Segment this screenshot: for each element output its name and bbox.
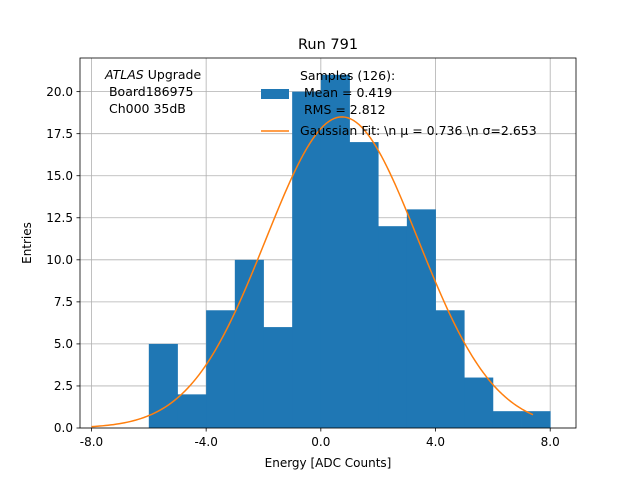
histogram-bar [234,259,264,428]
histogram-bar [206,310,236,428]
histogram-bar [177,394,207,428]
y-tick-label: 2.5 [54,379,73,393]
x-axis-ticks: -8.0 -4.0 0.0 4.0 8.0 [80,428,560,449]
histogram-bar [464,377,494,428]
annotation-atlas: ATLAS [104,67,144,82]
y-tick-label: 17.5 [46,127,73,141]
histogram-bar [320,74,350,429]
y-tick-label: 5.0 [54,337,73,351]
y-tick-label: 7.5 [54,295,73,309]
x-tick-label: 0.0 [311,435,330,449]
chart-title: Run 791 [298,37,358,53]
histogram-bar [435,310,465,428]
legend-samples-line-2: Mean = 0.419 [300,85,392,100]
y-tick-label: 12.5 [46,211,73,225]
histogram-bar [292,91,322,429]
legend-samples-line-3: RMS = 2.812 [300,102,386,117]
atlas-annotation: ATLAS Upgrade Board186975 Ch000 35dB [104,67,201,116]
axes-frame [79,57,577,429]
histogram-bar [492,411,522,428]
histogram-bar [148,343,178,428]
annotation-line-3: Ch000 35dB [105,101,186,116]
y-axis-label: Entries [20,222,34,264]
histogram-bar [263,327,293,428]
histogram-bar [406,209,436,428]
y-tick-label: 15.0 [46,169,73,183]
fit-layer [91,116,534,428]
histogram-bars [148,74,551,429]
y-tick-label: 0.0 [54,421,73,435]
legend-bars-swatch [261,89,289,99]
annotation-line-2: Board186975 [105,84,193,99]
x-tick-label: 8.0 [541,435,560,449]
histogram-bar [521,411,551,428]
annotation-line-1: Upgrade [148,67,202,82]
legend-samples-line-1: Samples (126): [300,68,395,83]
gaussian-fit-line [91,116,534,428]
histogram-bar [378,226,408,428]
legend-fit-label: Gaussian Fit: \n μ = 0.736 \n σ=2.653 [300,123,537,138]
histogram-bar [349,142,379,428]
x-tick-label: 4.0 [426,435,445,449]
y-axis-ticks: 0.0 2.5 5.0 7.5 10.0 12.5 15.0 17.5 20.0 [46,85,80,435]
x-tick-label: -4.0 [194,435,217,449]
x-tick-label: -8.0 [80,435,103,449]
x-axis-label: Energy [ADC Counts] [265,456,392,470]
legend: Samples (126): Mean = 0.419 RMS = 2.812 … [261,68,537,138]
y-tick-label: 10.0 [46,253,73,267]
y-tick-label: 20.0 [46,85,73,99]
